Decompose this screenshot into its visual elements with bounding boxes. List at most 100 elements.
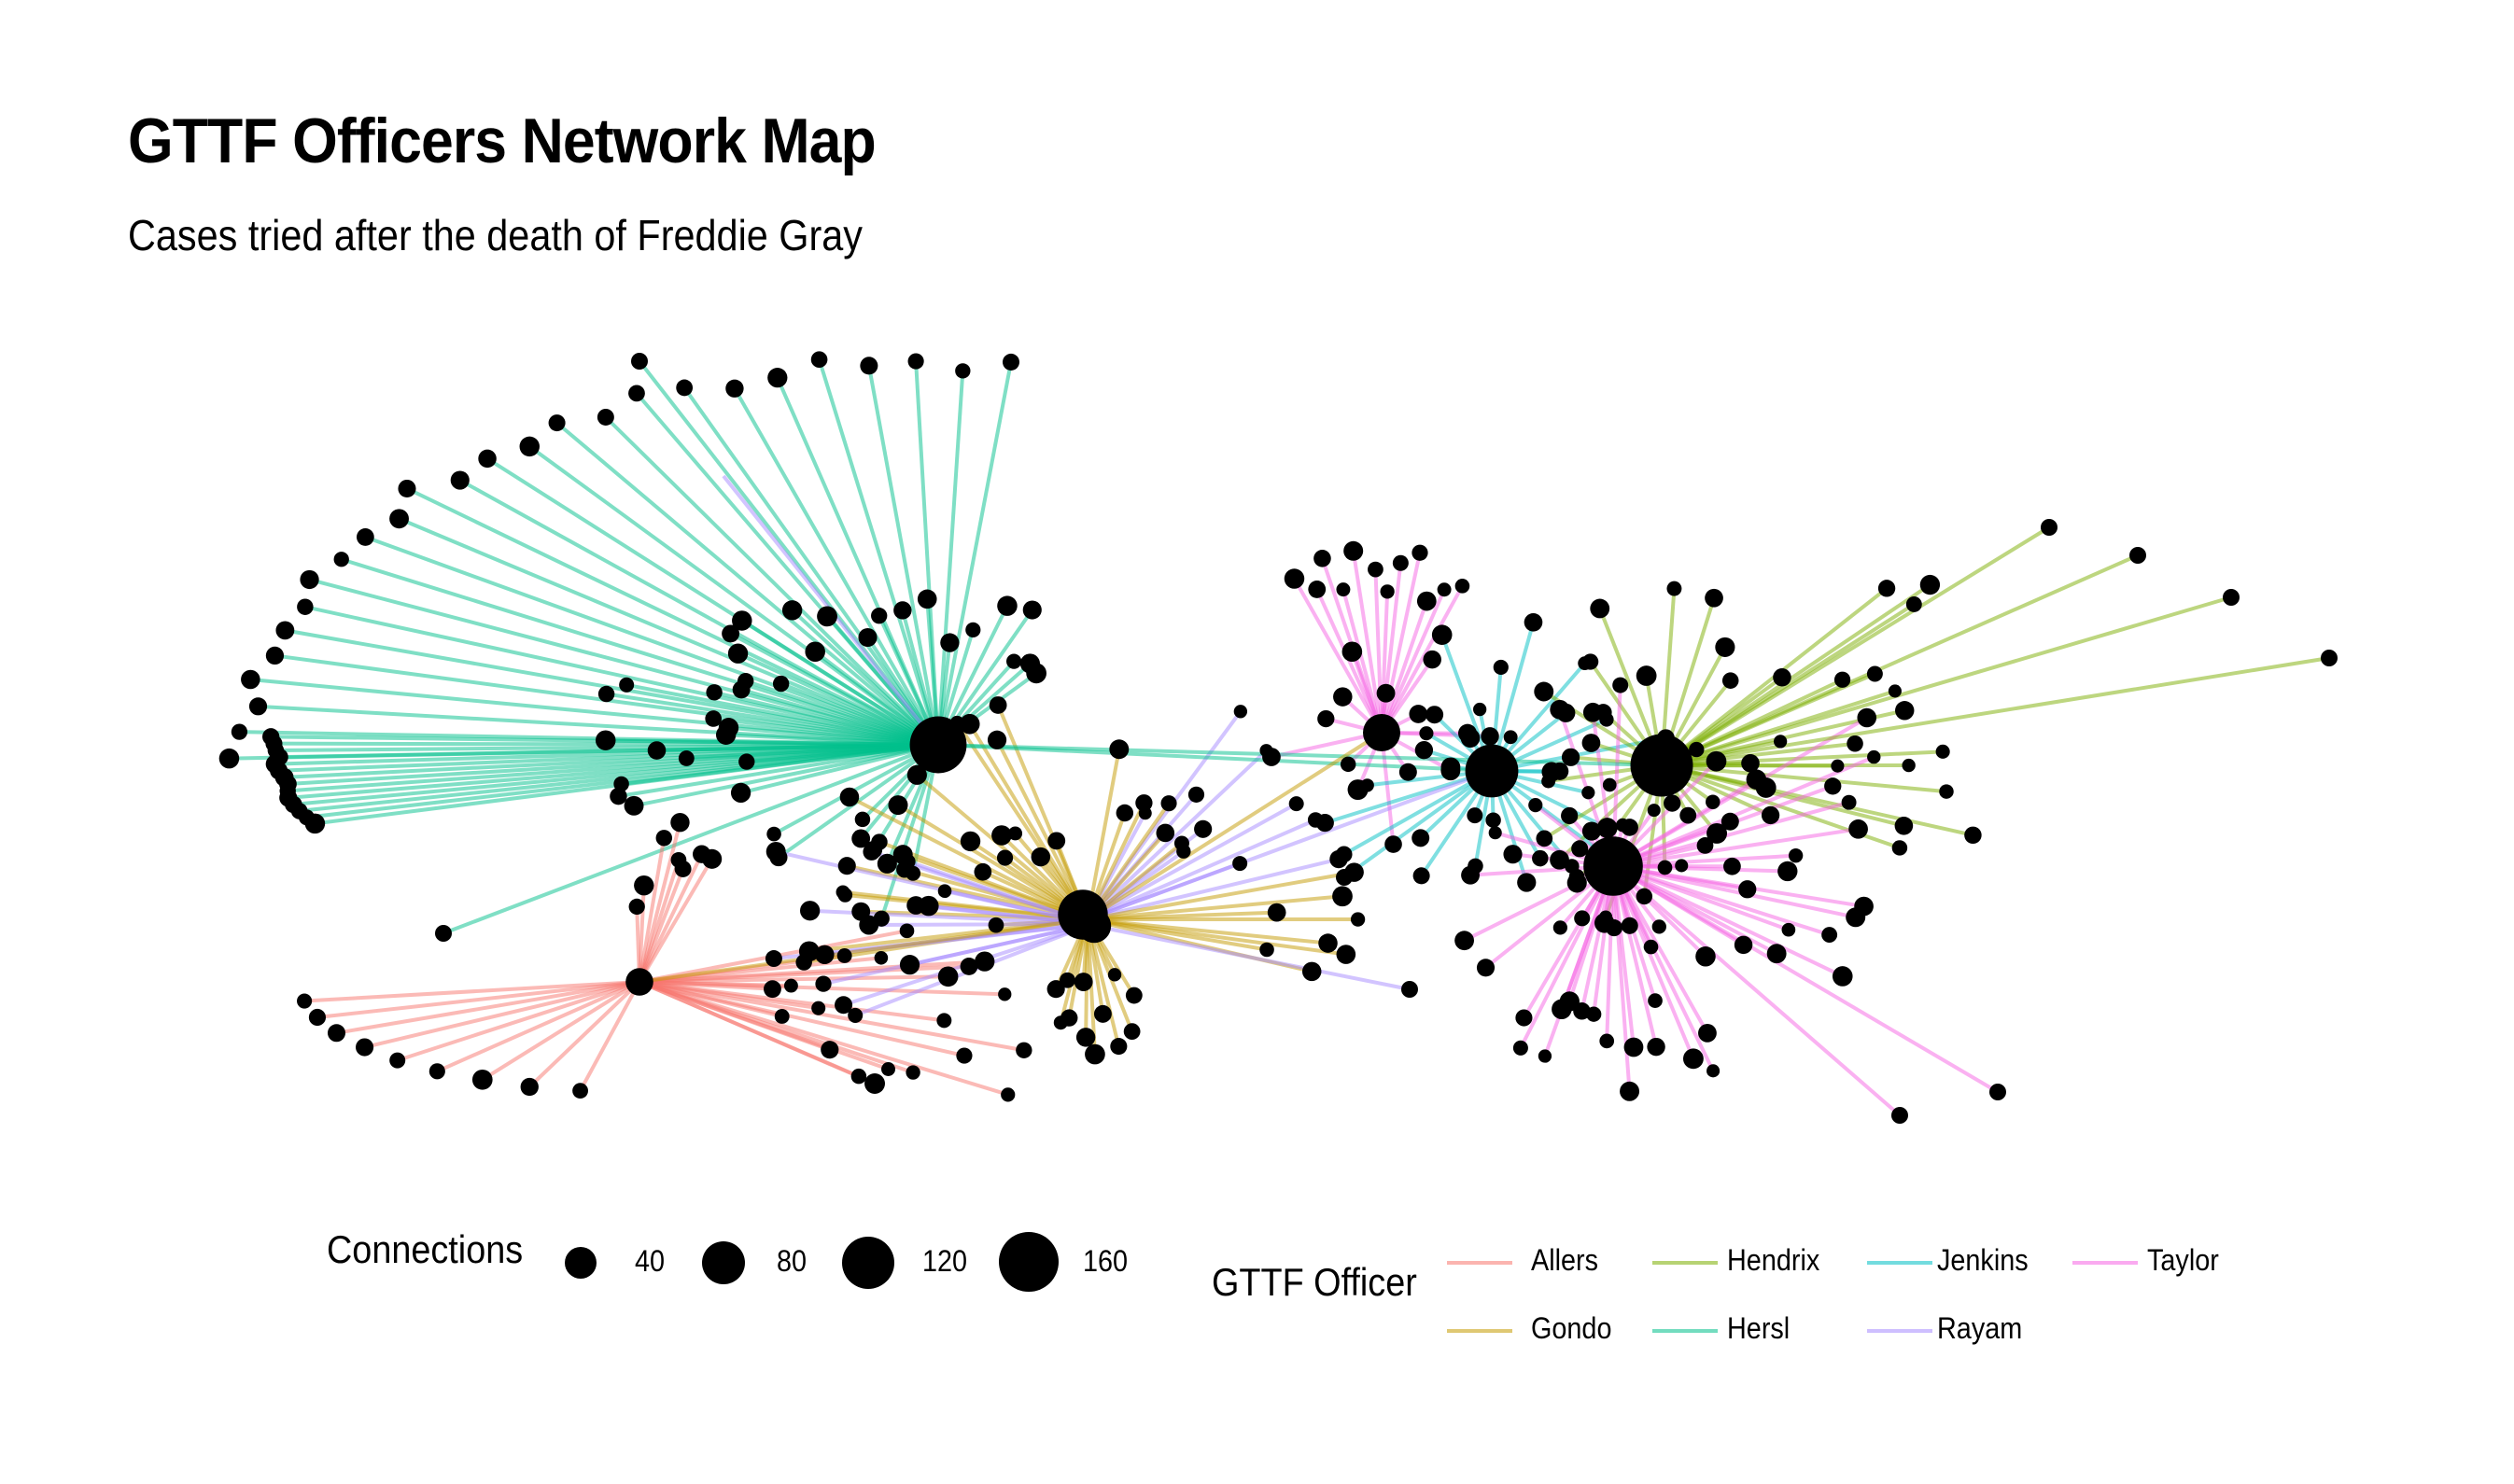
case-node <box>1485 812 1501 828</box>
case-node <box>613 776 629 792</box>
case-node <box>1532 849 1549 867</box>
edge-gondo <box>639 917 1088 984</box>
case-node <box>628 898 645 916</box>
case-node <box>1620 1081 1640 1101</box>
edge-gondo <box>916 773 1089 921</box>
edge-allers <box>639 980 831 1052</box>
case-node <box>1046 980 1065 999</box>
case-node <box>1368 561 1383 578</box>
case-node <box>1336 945 1356 964</box>
case-node <box>1919 574 1941 595</box>
edge-gondo <box>995 738 1089 920</box>
network-nodes <box>218 351 2338 1124</box>
case-node <box>1423 650 1441 669</box>
case-node <box>595 730 616 751</box>
edge-hersl <box>633 743 939 808</box>
case-node <box>218 748 240 769</box>
case-node <box>1267 903 1286 922</box>
size-legend-label-120: 120 <box>922 1244 968 1278</box>
case-node <box>774 1009 790 1024</box>
case-node <box>597 685 615 703</box>
case-node <box>1741 753 1760 773</box>
edge-hendrix <box>1661 656 2330 767</box>
case-node <box>1552 920 1567 935</box>
case-node <box>1022 600 1042 620</box>
case-node <box>1031 847 1051 867</box>
edge-gondo <box>1086 749 1121 920</box>
case-node <box>435 925 452 942</box>
case-node <box>901 854 916 869</box>
edge-taylor <box>1611 864 2000 1094</box>
case-node <box>1093 1004 1112 1023</box>
case-node <box>2321 650 2338 666</box>
case-node <box>798 941 820 962</box>
legend-label-hersl: Hersl <box>1727 1311 1791 1345</box>
case-node <box>899 955 920 975</box>
case-node <box>1001 1087 1016 1102</box>
case-node <box>1411 544 1428 561</box>
case-node <box>877 853 897 874</box>
case-node <box>1517 873 1537 892</box>
edge-gondo <box>1087 894 1343 921</box>
case-node <box>727 643 749 664</box>
case-node <box>1335 846 1353 863</box>
size-legend-label-40: 40 <box>635 1244 666 1278</box>
case-node <box>732 610 752 631</box>
case-node <box>1895 701 1915 721</box>
case-node <box>1561 806 1579 825</box>
edge-taylor <box>1612 755 1875 868</box>
case-node <box>1821 927 1838 944</box>
case-node <box>1636 888 1653 905</box>
case-node <box>1026 663 1046 684</box>
case-node <box>1461 865 1481 885</box>
case-node <box>1888 684 1902 698</box>
case-node <box>1841 794 1857 810</box>
case-node <box>1414 741 1434 760</box>
case-node <box>956 1047 973 1064</box>
case-node <box>918 895 939 917</box>
size-legend-dot-80 <box>702 1241 745 1284</box>
case-node <box>767 368 788 388</box>
edge-taylor <box>1612 800 1850 868</box>
edge-taylor <box>1612 827 1859 868</box>
case-node <box>1689 741 1705 758</box>
case-node <box>1384 835 1402 853</box>
case-node <box>1006 653 1022 669</box>
case-node <box>836 885 850 900</box>
case-node <box>1109 739 1130 760</box>
case-node <box>356 528 374 546</box>
case-node <box>676 379 694 397</box>
edge-taylor <box>1611 865 1695 1060</box>
case-node <box>1857 707 1877 728</box>
edge-allers <box>336 980 640 1035</box>
hub-node-hersl <box>909 716 967 774</box>
case-node <box>333 552 349 567</box>
case-node <box>706 684 723 701</box>
case-node <box>1074 973 1093 991</box>
edge-taylor <box>1612 864 1864 909</box>
case-node <box>1831 759 1845 773</box>
case-node <box>1301 961 1322 982</box>
case-node <box>1568 868 1585 885</box>
edge-taylor <box>1292 578 1383 734</box>
case-node <box>1706 750 1727 772</box>
case-node <box>1621 819 1638 836</box>
case-node <box>1524 612 1543 632</box>
case-node <box>1833 671 1851 688</box>
case-node <box>772 675 790 693</box>
edge-taylor <box>1380 584 1465 734</box>
case-node <box>851 829 871 848</box>
edge-hersl <box>737 651 939 747</box>
case-node <box>1766 944 1787 964</box>
case-node <box>1746 769 1767 790</box>
edge-taylor <box>1351 550 1383 734</box>
case-node <box>1308 581 1327 598</box>
case-node <box>974 862 992 881</box>
case-node <box>389 1052 406 1069</box>
edge-allers <box>638 858 714 984</box>
edge-allers <box>638 853 704 983</box>
case-node <box>937 884 952 899</box>
edge-hersl <box>937 743 1663 767</box>
case-node <box>863 843 880 861</box>
case-node <box>811 1001 826 1015</box>
